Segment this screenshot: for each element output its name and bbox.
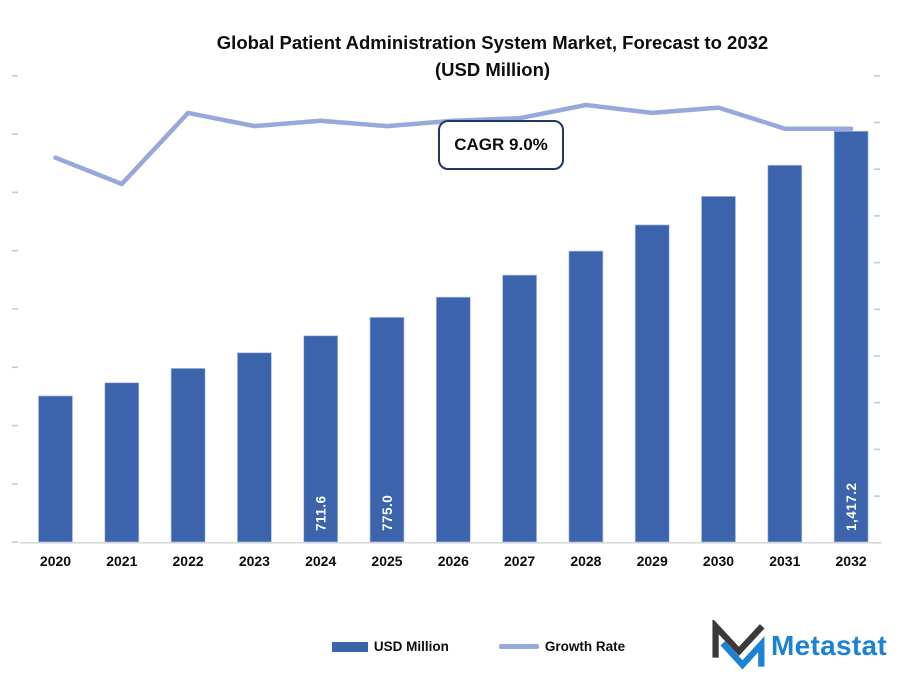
cagr-annotation-label: CAGR 9.0% — [454, 135, 548, 154]
bar-data-label-2024: 711.6 — [314, 495, 329, 531]
right-axis-tick-mark — [874, 401, 880, 404]
x-axis-label-2026: 2026 — [438, 553, 469, 569]
bar-2025 — [369, 317, 405, 543]
bar-2022 — [170, 368, 206, 543]
bar-2031 — [767, 164, 803, 543]
metastat-logo: Metastat — [709, 620, 887, 672]
x-axis-label-2032: 2032 — [836, 553, 867, 569]
right-axis-tick-mark — [874, 261, 880, 264]
bar-data-label-2032: 1,417.2 — [844, 482, 859, 531]
combo-chart-plot: 2020 2021 2022 2023 2024 711.6 2025 775.0 2026 20… — [12, 75, 882, 569]
right-axis-tick-mark — [874, 215, 880, 217]
x-axis-label-2027: 2027 — [504, 553, 535, 569]
bar-2028 — [568, 250, 604, 543]
right-axis-tick-mark — [874, 308, 880, 311]
x-axis-label-2020: 2020 — [40, 553, 71, 569]
bar-2029 — [634, 224, 670, 543]
bar-2026 — [435, 296, 471, 543]
left-axis-tick-mark — [12, 541, 18, 543]
x-axis-label-2021: 2021 — [106, 553, 137, 569]
chart-title-line1: Global Patient Administration System Mar… — [216, 32, 769, 53]
bar-2032 — [833, 130, 869, 543]
right-axis-tick-mark — [874, 75, 880, 77]
left-axis-tick-mark — [12, 249, 18, 252]
x-axis-label-2031: 2031 — [769, 553, 800, 569]
right-axis-tick-mark — [874, 168, 880, 170]
x-axis-label-2022: 2022 — [173, 553, 204, 569]
bar-2020 — [38, 395, 73, 543]
legend-label-growth-rate: Growth Rate — [544, 639, 626, 654]
chart-title: Global Patient Administration System Mar… — [90, 30, 895, 84]
left-axis-tick-mark — [12, 133, 18, 135]
metastat-logo-icon — [712, 620, 765, 670]
right-axis-tick-mark — [874, 448, 880, 451]
x-axis-label-2029: 2029 — [637, 553, 668, 569]
legend-item-usd-million: USD Million — [331, 639, 449, 654]
chart-legend: USD Million Growth Rate — [28, 639, 901, 654]
line-series-swatch — [498, 644, 539, 649]
bar-series-swatch — [331, 641, 368, 652]
left-axis-tick-mark — [12, 366, 18, 369]
bar-2030 — [701, 196, 736, 543]
cagr-annotation-box: CAGR 9.0% — [438, 120, 564, 170]
left-axis-tick-mark — [12, 75, 18, 77]
right-axis-tick-mark — [874, 121, 880, 124]
bar-data-label-2025: 775.0 — [380, 495, 395, 531]
x-axis-label-2023: 2023 — [239, 553, 270, 569]
left-axis-tick-mark — [12, 191, 18, 194]
chart-title-line2: (USD Million) — [434, 58, 551, 80]
left-axis-tick-mark — [12, 424, 18, 427]
left-axis-tick-mark — [12, 483, 18, 485]
x-axis-line — [20, 542, 882, 544]
x-axis-label-2028: 2028 — [570, 553, 601, 569]
bar-2027 — [502, 274, 537, 543]
x-axis-label-2030: 2030 — [703, 553, 734, 569]
x-axis-label-2024: 2024 — [305, 553, 336, 569]
right-axis-tick-mark — [874, 355, 880, 357]
legend-item-growth-rate: Growth Rate — [498, 639, 626, 654]
bar-2024 — [303, 335, 339, 543]
left-axis-tick-mark — [12, 308, 18, 310]
bar-2021 — [104, 382, 140, 543]
x-axis-label-2025: 2025 — [371, 553, 402, 569]
legend-label-usd-million: USD Million — [373, 639, 449, 654]
right-axis-tick-mark — [874, 495, 880, 497]
metastat-logo-text: Metastat — [771, 630, 887, 661]
bar-2023 — [237, 352, 272, 543]
